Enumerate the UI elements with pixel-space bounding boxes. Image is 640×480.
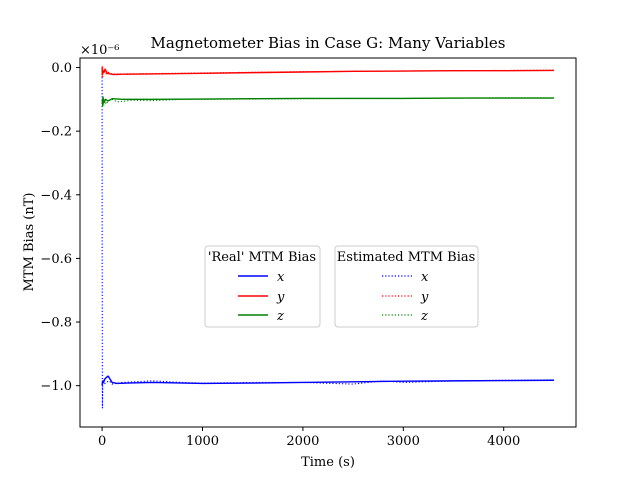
y-tick-label: −0.2 bbox=[40, 125, 72, 140]
legend-estimated-y-label: y bbox=[420, 290, 429, 305]
x-axis-label: Time (s) bbox=[301, 455, 355, 470]
y-axis: 0.0 −0.2 −0.4 −0.6 −0.8 −1.0 bbox=[40, 61, 80, 394]
y-tick-label: −0.4 bbox=[40, 188, 72, 203]
series-line-estimated-x bbox=[101, 67, 554, 409]
plot-frame bbox=[79, 57, 577, 428]
series-line-real-z bbox=[101, 97, 554, 105]
x-tick-label: 2000 bbox=[286, 434, 319, 449]
legend-real-z-label: z bbox=[276, 309, 284, 324]
x-tick-label: 1000 bbox=[186, 434, 219, 449]
series-line-estimated-z bbox=[101, 95, 554, 108]
legend-estimated-x-label: x bbox=[421, 270, 429, 285]
y-offset-text: ×10⁻⁶ bbox=[80, 43, 120, 58]
legend-estimated-z-label: z bbox=[420, 309, 428, 324]
legend-real-x-label: x bbox=[277, 270, 285, 285]
x-tick-label: 0 bbox=[98, 434, 106, 449]
y-tick-label: −1.0 bbox=[40, 379, 72, 394]
legend-real-y-label: y bbox=[276, 290, 285, 305]
x-axis: 0 1000 2000 3000 4000 bbox=[98, 427, 520, 449]
chart-title: Magnetometer Bias in Case G: Many Variab… bbox=[151, 34, 506, 52]
x-tick-label: 3000 bbox=[387, 434, 420, 449]
legend-estimated: Estimated MTM Bias x y z bbox=[334, 245, 479, 328]
y-axis-label: MTM Bias (nT) bbox=[22, 193, 37, 292]
legend-real-title: 'Real' MTM Bias bbox=[208, 250, 316, 265]
legend-estimated-title: Estimated MTM Bias bbox=[337, 250, 476, 265]
plot-lines bbox=[101, 65, 554, 409]
series-line-estimated-y bbox=[101, 65, 554, 78]
legend-real: 'Real' MTM Bias x y z bbox=[204, 245, 321, 328]
y-tick-label: 0.0 bbox=[51, 61, 72, 76]
y-tick-label: −0.6 bbox=[40, 252, 72, 267]
legend-real-box bbox=[204, 245, 321, 328]
x-tick-label: 4000 bbox=[487, 434, 520, 449]
legend-estimated-box bbox=[334, 245, 479, 328]
y-tick-label: −0.8 bbox=[40, 316, 72, 331]
